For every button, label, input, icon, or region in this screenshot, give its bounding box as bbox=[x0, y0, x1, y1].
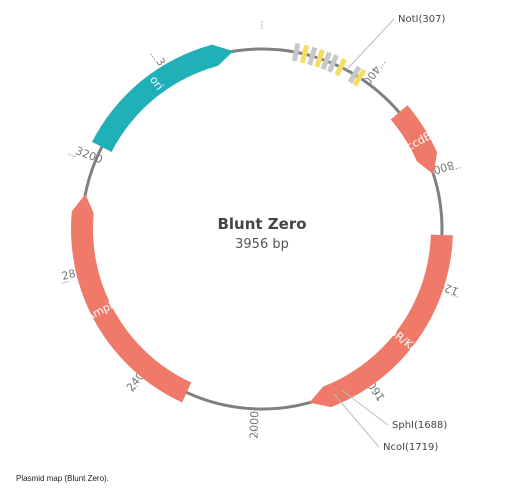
site-line-noti-307 bbox=[345, 18, 395, 71]
feature-ccdb-arrow bbox=[390, 105, 438, 175]
feature-ampr-arrow bbox=[71, 194, 192, 403]
tick-mark-2400 bbox=[132, 385, 139, 393]
tick-mark-2800 bbox=[61, 280, 70, 285]
site-label-ncoi-1719: NcoI(1719) bbox=[383, 442, 438, 453]
tick-mark-3600 bbox=[150, 53, 156, 61]
figure-caption: Plasmid map (Blunt Zero). bbox=[16, 474, 109, 483]
tick-mark-1600 bbox=[374, 393, 380, 401]
tick-label-2000: 2000 bbox=[247, 411, 261, 439]
feature-mark-7 bbox=[347, 65, 362, 84]
plasmid-map: 4008001200160020002400280032003600 ccdBN… bbox=[60, 14, 461, 453]
feature-mark-1 bbox=[299, 44, 310, 64]
feature-neor-kanr-arrow bbox=[309, 234, 453, 408]
tick-mark-400 bbox=[380, 61, 386, 69]
feature-mark-2 bbox=[307, 46, 318, 66]
feature-mark-8 bbox=[352, 68, 367, 87]
site-label-noti-307: NotI(307) bbox=[398, 14, 445, 25]
site-line-ncoi-1719 bbox=[333, 393, 380, 448]
tick-mark-1200 bbox=[450, 294, 459, 298]
feature-mark-4 bbox=[320, 51, 332, 71]
tick-mark-800 bbox=[452, 167, 461, 171]
site-line-sphi-1688 bbox=[341, 389, 389, 426]
site-label-sphi-1688: SphI(1688) bbox=[392, 420, 447, 431]
tick-mark-3200 bbox=[67, 153, 76, 158]
feature-mark-3 bbox=[314, 49, 325, 68]
feature-mark-6 bbox=[334, 57, 347, 77]
plasmid-size: 3956 bp bbox=[235, 237, 289, 252]
feature-ori-arrow bbox=[91, 44, 234, 152]
small-feature-marks bbox=[291, 42, 367, 87]
feature-mark-0 bbox=[291, 42, 301, 62]
feature-mark-5 bbox=[327, 54, 339, 73]
tick-label-800: 800 bbox=[432, 158, 456, 177]
restriction-sites: NotI(307) SphI(1688) NcoI(1719) bbox=[333, 14, 447, 453]
plasmid-name: Blunt Zero bbox=[217, 215, 306, 233]
